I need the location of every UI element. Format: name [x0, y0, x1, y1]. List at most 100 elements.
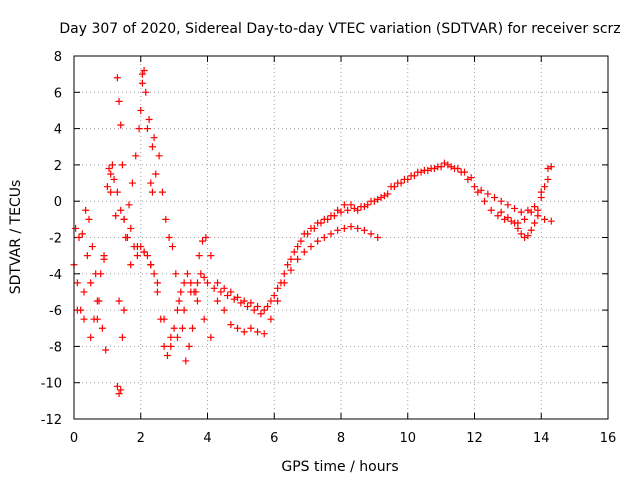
data-point-marker	[140, 67, 148, 75]
data-point-marker	[504, 201, 512, 209]
data-point-marker	[534, 206, 542, 214]
data-point-marker	[541, 183, 549, 191]
data-point-marker	[511, 204, 519, 212]
data-point-marker	[153, 279, 161, 287]
data-point-marker	[118, 161, 126, 169]
data-point-marker	[210, 284, 218, 292]
data-point-marker	[95, 297, 103, 305]
y-tick-label: -10	[41, 377, 62, 392]
data-point-marker	[105, 165, 113, 173]
data-point-marker	[85, 215, 93, 223]
data-point-marker	[224, 292, 232, 300]
data-point-marker	[113, 188, 121, 196]
data-point-marker	[148, 143, 156, 151]
data-point-marker	[484, 190, 492, 198]
data-point-marker	[517, 208, 525, 216]
data-point-marker	[163, 351, 171, 359]
data-point-marker	[167, 342, 175, 350]
data-point-marker	[541, 215, 549, 223]
data-point-marker	[72, 224, 80, 232]
data-point-marker	[80, 315, 88, 323]
data-point-marker	[544, 165, 552, 173]
data-point-marker	[207, 333, 215, 341]
data-point-marker	[133, 252, 141, 260]
data-point-marker	[477, 186, 485, 194]
data-point-marker	[120, 306, 128, 314]
data-point-marker	[145, 116, 153, 124]
data-point-marker	[274, 297, 282, 305]
data-point-marker	[320, 234, 328, 241]
data-point-marker	[300, 230, 308, 238]
data-point-marker	[247, 299, 255, 307]
data-point-marker	[193, 297, 201, 305]
data-point-marker	[202, 234, 210, 241]
data-point-marker	[344, 206, 352, 214]
data-point-marker	[400, 175, 408, 183]
data-point-marker	[160, 342, 168, 350]
data-point-marker	[300, 248, 308, 256]
y-tick-label: -12	[41, 413, 62, 428]
x-tick-label: 2	[137, 431, 145, 446]
data-point-marker	[138, 79, 146, 87]
data-point-marker	[200, 273, 208, 281]
data-point-marker	[180, 279, 188, 287]
data-point-marker	[340, 201, 348, 209]
data-point-marker	[82, 206, 90, 214]
data-point-marker	[501, 215, 509, 223]
series-markers	[70, 161, 552, 359]
data-point-marker	[487, 206, 495, 214]
data-point-marker	[347, 201, 355, 209]
data-point-marker	[307, 224, 315, 232]
data-point-marker	[440, 159, 448, 167]
y-tick-label: 2	[54, 159, 62, 174]
data-point-marker	[474, 188, 482, 196]
data-point-marker	[531, 219, 539, 227]
data-point-marker	[220, 306, 228, 314]
data-point-marker	[337, 208, 345, 216]
data-point-marker	[394, 179, 402, 187]
x-tick-label: 14	[533, 431, 550, 446]
y-tick-label: 8	[54, 50, 62, 65]
data-point-marker	[197, 270, 205, 278]
data-point-marker	[374, 195, 382, 203]
data-point-marker	[527, 226, 535, 234]
data-point-marker	[447, 163, 455, 171]
series-markers	[73, 159, 555, 398]
data-point-marker	[127, 224, 135, 232]
data-point-marker	[491, 194, 499, 202]
data-point-marker	[354, 224, 362, 232]
data-point-marker	[267, 315, 275, 323]
data-point-marker	[115, 97, 123, 105]
data-points	[70, 67, 555, 398]
y-axis-label: SDTVAR / TECUs	[8, 180, 24, 295]
data-point-marker	[200, 315, 208, 323]
data-point-marker	[113, 382, 121, 390]
data-point-marker	[257, 310, 265, 318]
data-point-marker	[185, 342, 193, 350]
data-point-marker	[87, 333, 95, 341]
data-point-marker	[183, 270, 191, 278]
data-point-marker	[172, 270, 180, 278]
data-point-marker	[182, 357, 190, 365]
data-point-marker	[360, 203, 368, 211]
data-point-marker	[214, 297, 222, 305]
x-tick-label: 8	[337, 431, 345, 446]
data-point-marker	[217, 288, 225, 296]
data-point-marker	[188, 324, 196, 332]
data-point-marker	[334, 206, 342, 214]
data-point-marker	[227, 321, 235, 329]
data-point-marker	[107, 188, 115, 196]
data-point-marker	[135, 125, 143, 133]
data-point-marker	[427, 165, 435, 173]
data-point-marker	[444, 161, 452, 169]
data-point-marker	[234, 324, 242, 332]
data-point-marker	[93, 315, 101, 323]
data-point-marker	[537, 194, 545, 202]
data-point-marker	[250, 306, 258, 314]
data-point-marker	[511, 219, 519, 227]
data-point-marker	[350, 204, 358, 212]
data-point-marker	[78, 230, 86, 238]
data-point-marker	[160, 315, 168, 323]
data-point-marker	[347, 223, 355, 231]
